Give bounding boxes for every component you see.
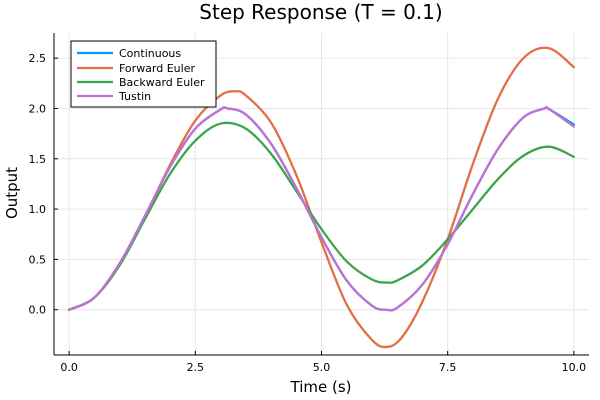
legend: Continuous Forward Euler Backward Euler … [70,40,217,108]
y-tick-label: 1.0 [29,203,47,216]
y-tick-label: 1.5 [29,153,47,166]
y-tick-label: 0.5 [29,253,47,266]
ticks-layer: 0.0 2.5 5.0 7.5 10.0 0.0 0.5 1.0 1.5 2.0 2.5 [29,52,587,374]
x-axis-label: Time (s) [290,378,352,396]
x-tick-label: 2.5 [187,361,205,374]
x-tick-label: 5.0 [313,361,331,374]
series-line-tustin [67,105,576,312]
y-tick-label: 0.0 [29,304,47,317]
x-tick-label: 7.5 [439,361,457,374]
grid-layer [54,33,589,355]
series-layer [67,46,576,349]
legend-label-tustin: Tustin [118,90,151,103]
legend-label-forward-euler: Forward Euler [119,62,195,75]
chart-title: Step Response (T = 0.1) [199,0,442,24]
x-tick-label: 0.0 [60,361,78,374]
y-axis-label: Output [3,167,21,219]
y-tick-label: 2.5 [29,52,47,65]
legend-label-continuous: Continuous [119,47,181,60]
y-tick-label: 2.0 [29,102,47,115]
legend-label-backward-euler: Backward Euler [119,76,205,89]
x-tick-label: 10.0 [562,361,587,374]
series-line-backward-euler [67,121,576,311]
